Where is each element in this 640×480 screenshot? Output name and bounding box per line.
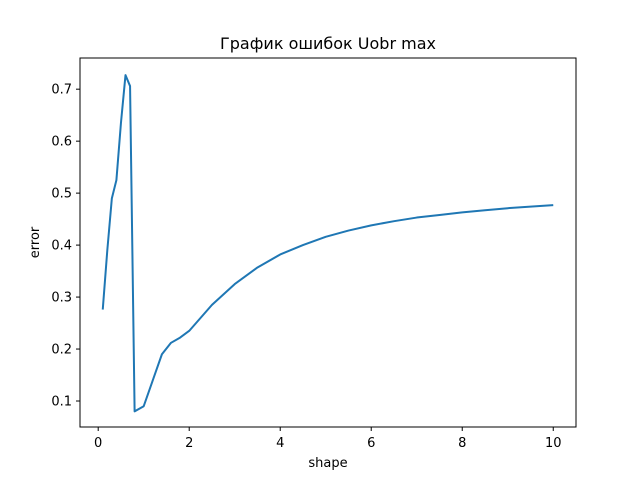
plot-layer [101, 74, 554, 413]
x-tick-label: 10 [545, 436, 562, 451]
plot-frame [79, 57, 577, 428]
y-tick-label: 0.3 [51, 291, 72, 306]
x-axis-label: shape [308, 456, 347, 471]
x-tick-label: 4 [276, 436, 284, 451]
y-tick-label: 0.5 [51, 187, 72, 202]
y-axis: 0.1 0.2 0.3 0.4 0.5 0.6 0.7 [51, 83, 80, 410]
series-line-0 [101, 74, 554, 413]
y-tick-label: 0.1 [51, 395, 72, 410]
x-axis: 0 2 4 6 8 10 [94, 427, 562, 451]
x-tick-label: 0 [94, 436, 102, 451]
y-tick-label: 0.2 [51, 343, 72, 358]
chart-title: График ошибок Uobr max [220, 34, 436, 53]
x-tick-label: 2 [185, 436, 193, 451]
x-tick-label: 8 [458, 436, 466, 451]
y-tick-label: 0.6 [51, 135, 72, 150]
y-axis-label: error [28, 226, 43, 258]
y-tick-label: 0.7 [51, 83, 72, 98]
y-tick-label: 0.4 [51, 239, 72, 254]
x-tick-label: 6 [367, 436, 375, 451]
